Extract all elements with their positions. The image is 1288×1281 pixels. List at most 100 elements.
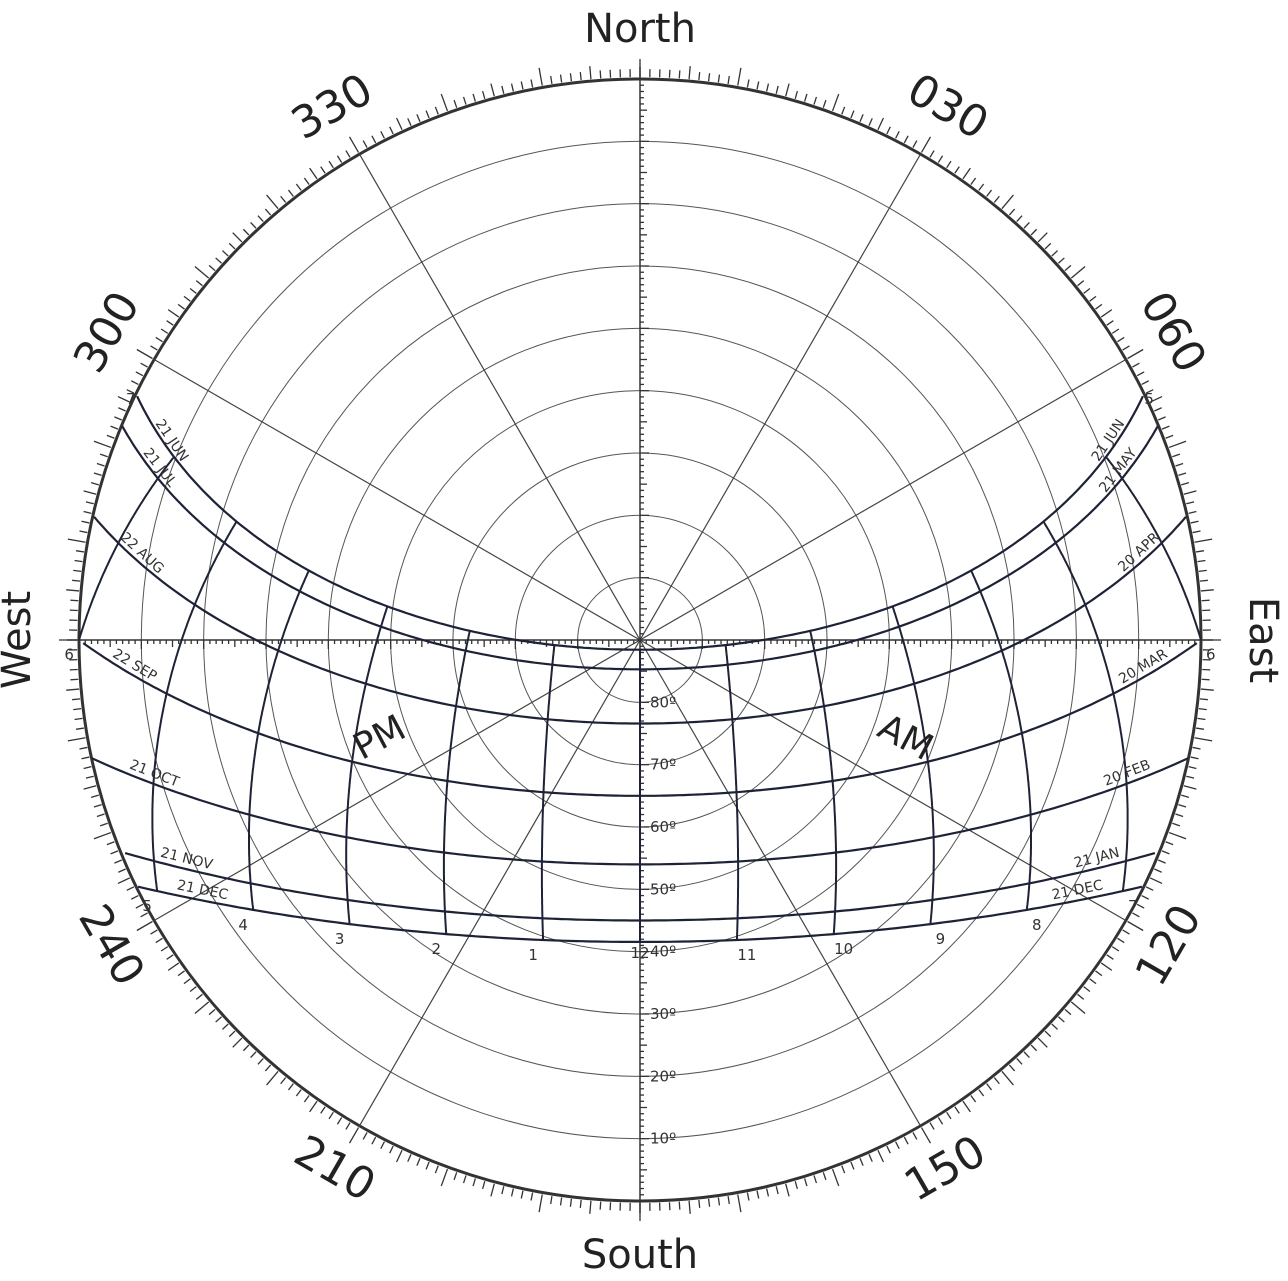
compass-tick: [903, 1136, 909, 1145]
compass-tick: [106, 841, 115, 846]
compass-tick: [859, 114, 864, 123]
compass-tick: [126, 886, 135, 891]
compass-tick: [1070, 266, 1086, 279]
compass-tick: [1077, 280, 1085, 287]
compass-tick: [970, 177, 977, 185]
compass-tick: [803, 1178, 808, 1187]
compass-tick: [79, 530, 88, 534]
bearing-label-030: 030: [899, 64, 997, 150]
compass-tick: [1188, 766, 1197, 770]
hour-label-noon: 12: [630, 944, 649, 962]
compass-tick: [295, 1089, 302, 1097]
compass-tick: [530, 79, 534, 88]
hour-label-am-10: 10: [834, 940, 853, 958]
compass-tick: [895, 130, 900, 139]
hour-label-am-7: 7: [1128, 897, 1138, 915]
compass-tick: [1172, 822, 1181, 827]
south-label: South: [582, 1232, 698, 1278]
compass-tick: [232, 1037, 243, 1048]
azimuth-line-30: [639, 153, 922, 641]
compass-tick: [1083, 287, 1091, 294]
compass-tick: [380, 130, 385, 139]
compass-tick: [481, 1181, 486, 1190]
compass-tick: [440, 93, 449, 112]
compass-tick: [150, 345, 158, 351]
compass-tick: [328, 160, 334, 169]
compass-tick: [737, 67, 742, 86]
compass-tick: [371, 1136, 377, 1145]
compass-tick: [589, 1200, 592, 1214]
compass-tick: [136, 348, 153, 360]
compass-tick: [72, 579, 81, 582]
compass-tick: [599, 70, 602, 79]
compass-tick: [841, 1165, 846, 1174]
compass-tick: [1175, 813, 1184, 818]
compass-tick: [1161, 425, 1170, 430]
compass-tick: [1154, 407, 1162, 412]
compass-tick: [785, 83, 790, 97]
compass-tick: [1195, 550, 1205, 553]
compass-tick: [1141, 895, 1150, 900]
compass-tick: [1190, 520, 1199, 524]
azimuth-line-240: [153, 639, 641, 922]
hour-label-pm-7: 7: [126, 390, 136, 408]
compass-tick: [1122, 929, 1130, 935]
hour-line-18: [78, 457, 175, 640]
compass-tick: [280, 1077, 287, 1085]
compass-tick: [93, 803, 102, 808]
compass-tick: [264, 1064, 272, 1072]
compass-tick: [90, 794, 99, 799]
compass-tick: [822, 1172, 827, 1181]
compass-tick: [1183, 785, 1197, 790]
compass-tick: [155, 937, 163, 944]
hour-label-am-11: 11: [737, 946, 756, 964]
compass-tick: [96, 813, 105, 818]
azimuth-line-60: [639, 358, 1127, 641]
azimuth-line-120: [639, 639, 1127, 922]
hour-label-pm-4: 4: [238, 916, 248, 934]
compass-tick: [1117, 937, 1125, 944]
compass-tick: [895, 1141, 900, 1150]
compass-tick: [678, 1201, 681, 1210]
compass-tick: [266, 1070, 279, 1086]
compass-tick: [1157, 416, 1166, 421]
compass-tick: [73, 707, 82, 711]
compass-tick: [166, 954, 174, 960]
compass-tick: [569, 73, 573, 82]
compass-tick: [232, 232, 243, 243]
compass-tick: [85, 501, 94, 505]
altitude-label-50: 50º: [650, 880, 676, 898]
compass-tick: [1149, 395, 1163, 403]
compass-tick: [85, 775, 94, 779]
compass-tick: [407, 1154, 412, 1162]
compass-tick: [1057, 257, 1065, 264]
compass-tick: [794, 90, 799, 99]
compass-tick: [954, 1106, 960, 1114]
compass-tick: [228, 1030, 236, 1038]
compass-tick: [822, 99, 827, 108]
azimuth-line-150: [639, 639, 922, 1127]
bearing-label-120: 120: [1126, 896, 1212, 994]
compass-tick: [510, 83, 514, 92]
compass-tick: [850, 110, 855, 119]
compass-tick: [978, 183, 985, 191]
compass-tick: [737, 1194, 742, 1213]
compass-tick: [579, 72, 582, 81]
compass-tick: [1165, 841, 1174, 846]
compass-tick: [831, 1168, 840, 1187]
compass-tick: [707, 73, 711, 82]
compass-tick: [117, 877, 131, 885]
compass-tick: [946, 1111, 952, 1120]
compass-tick: [766, 83, 770, 92]
compass-tick: [1145, 886, 1154, 891]
compass-tick: [868, 118, 873, 126]
compass-tick: [1016, 1057, 1023, 1065]
compass-tick: [118, 407, 126, 412]
compass-tick: [1195, 727, 1205, 730]
compass-tick: [257, 215, 264, 223]
compass-tick: [1111, 328, 1120, 334]
compass-tick: [1008, 208, 1016, 216]
compass-tick: [1188, 510, 1197, 514]
compass-tick: [1037, 1037, 1048, 1048]
compass-tick: [83, 510, 92, 514]
